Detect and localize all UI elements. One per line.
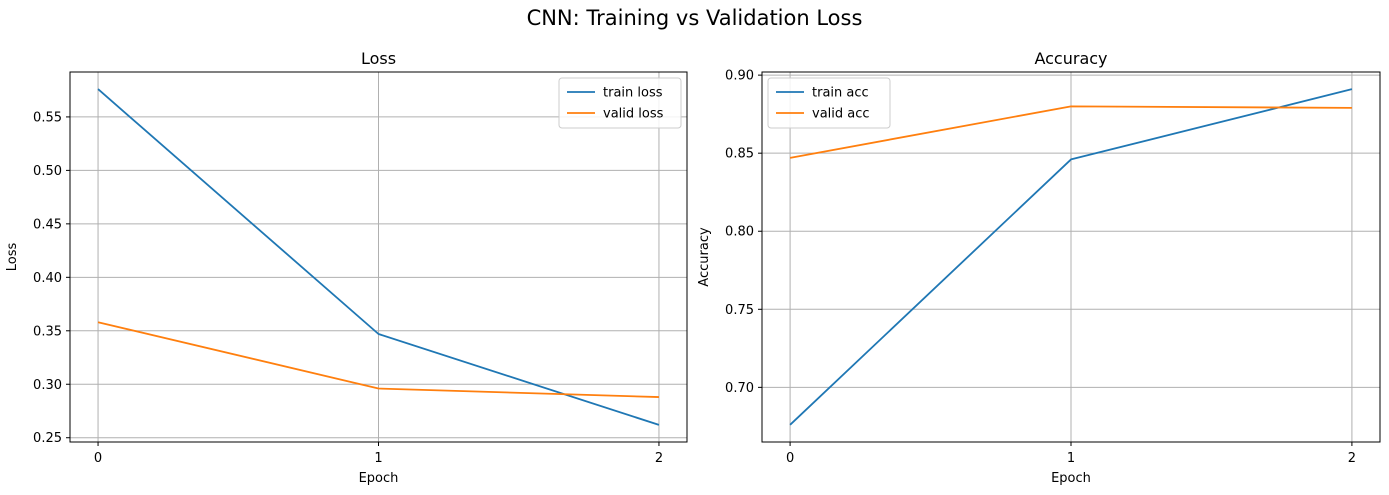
y-tick-label: 0.40 xyxy=(33,271,62,286)
legend-box xyxy=(767,77,891,129)
x-tick-label: 1 xyxy=(1067,451,1075,466)
panel-loss: 0.25 0.30 0.35 0.40 0.45 0.50 0.55 0 1 2 Loss Epoch… xyxy=(5,49,688,486)
x-tick-label: 2 xyxy=(1348,451,1356,466)
x-tick-label: 2 xyxy=(655,451,663,466)
y-tick-label: 0.55 xyxy=(33,110,62,125)
y-tick-label: 0.30 xyxy=(33,378,62,393)
legend-label: train acc xyxy=(812,86,869,101)
legend: train acc valid acc xyxy=(767,77,891,129)
y-tick-label: 0.50 xyxy=(33,164,62,179)
y-tick-label: 0.70 xyxy=(725,381,754,396)
y-tick-label: 0.80 xyxy=(725,225,754,240)
x-tick-label: 0 xyxy=(786,451,794,466)
series-line-valid-loss xyxy=(97,321,659,398)
y-axis-label: Loss xyxy=(5,243,20,272)
x-tick-label: 1 xyxy=(374,451,382,466)
legend-label: valid loss xyxy=(603,107,664,122)
y-tick-label: 0.45 xyxy=(33,217,62,232)
series-line-valid-acc xyxy=(789,105,1352,159)
y-tick-label: 0.75 xyxy=(725,303,754,318)
legend-label: train loss xyxy=(603,86,663,101)
y-axis-label: Accuracy xyxy=(697,227,712,287)
x-tick-label: 0 xyxy=(94,451,102,466)
figure-title: CNN: Training vs Validation Loss xyxy=(526,6,863,30)
panel-accuracy: 0.70 0.75 0.80 0.85 0.90 0 1 2 Accuracy Epoch Accu… xyxy=(697,49,1381,486)
panel-title: Loss xyxy=(361,49,396,68)
y-tick-label: 0.85 xyxy=(725,147,754,162)
x-axis-label: Epoch xyxy=(359,471,399,486)
panel-title: Accuracy xyxy=(1034,49,1107,68)
y-tick-label: 0.90 xyxy=(725,69,754,84)
y-tick-label: 0.35 xyxy=(33,324,62,339)
legend-box xyxy=(558,77,682,129)
legend: train loss valid loss xyxy=(558,77,682,129)
series-line-train-acc xyxy=(789,88,1353,426)
y-tick-label: 0.25 xyxy=(33,431,62,446)
legend-label: valid acc xyxy=(812,107,870,122)
x-axis-label: Epoch xyxy=(1051,471,1091,486)
